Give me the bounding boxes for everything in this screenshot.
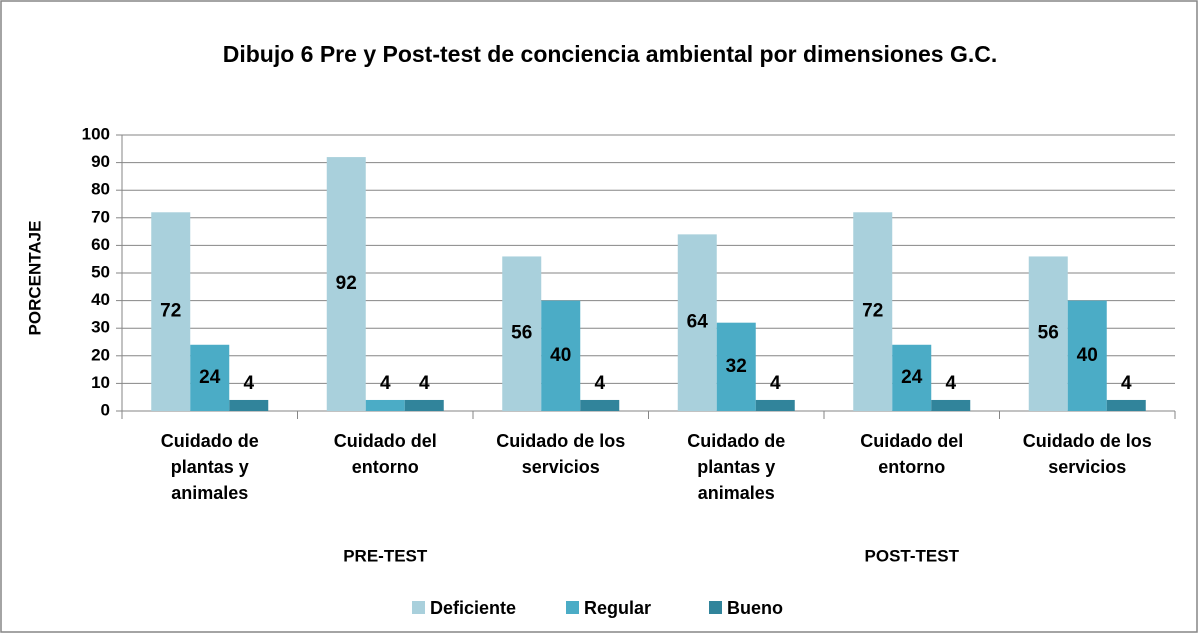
y-tick-label: 100: [82, 124, 110, 143]
x-tick-label: Cuidado de plantas y animales: [687, 431, 786, 503]
data-label: 4: [380, 373, 391, 394]
bar: [1028, 256, 1068, 411]
bar: [151, 212, 191, 411]
x-tick-label: Cuidado de los servicios: [1022, 431, 1152, 477]
y-tick-label: 10: [91, 373, 110, 392]
y-tick-label: 60: [91, 235, 110, 254]
y-tick-label: 20: [91, 345, 110, 364]
data-label: 56: [511, 323, 532, 344]
bar: [190, 344, 230, 411]
data-label: 4: [594, 373, 605, 394]
y-tick-label: 0: [101, 400, 110, 419]
legend-swatch: [709, 601, 722, 614]
bar: [892, 344, 932, 411]
data-label: 72: [862, 301, 883, 322]
legend-label: Deficiente: [430, 598, 516, 618]
bar: [716, 322, 756, 411]
data-label: 24: [199, 367, 221, 388]
bar: [853, 212, 893, 411]
legend-swatch: [566, 601, 579, 614]
bar: [677, 234, 717, 411]
x-tick-label: Cuidado del entorno: [860, 431, 964, 477]
data-label: 4: [243, 373, 254, 394]
data-label: 4: [770, 373, 781, 394]
x-tick-label: Cuidado de los servicios: [496, 431, 626, 477]
bar: [1067, 300, 1107, 411]
legend-label: Regular: [584, 598, 651, 618]
y-tick-label: 40: [91, 290, 110, 309]
group-label: PRE-TEST: [343, 546, 428, 565]
data-label: 4: [419, 373, 430, 394]
data-label: 32: [726, 356, 747, 377]
bar: [365, 399, 405, 411]
bar: [1106, 399, 1146, 411]
data-label: 92: [336, 273, 357, 294]
bar: [326, 157, 366, 411]
data-label: 4: [1121, 373, 1132, 394]
x-tick-label: Cuidado de plantas y animales: [160, 431, 259, 503]
y-axis-label: PORCENTAJE: [25, 221, 44, 336]
bar: [229, 399, 269, 411]
bar: [931, 399, 971, 411]
bar: [404, 399, 444, 411]
y-tick-label: 80: [91, 180, 110, 199]
data-label: 4: [945, 373, 956, 394]
legend-label: Bueno: [727, 598, 783, 618]
bar: [502, 256, 542, 411]
data-label: 40: [1077, 345, 1098, 366]
x-tick-label: Cuidado del entorno: [333, 431, 437, 477]
bar: [541, 300, 581, 411]
group-label: POST-TEST: [865, 546, 960, 565]
data-label: 72: [160, 301, 181, 322]
data-label: 40: [550, 345, 571, 366]
chart-title: Dibujo 6 Pre y Post-test de conciencia a…: [223, 41, 998, 67]
y-tick-label: 50: [91, 262, 110, 281]
data-label: 64: [687, 312, 709, 333]
legend-swatch: [412, 601, 425, 614]
data-label: 24: [901, 367, 923, 388]
bar: [580, 399, 620, 411]
y-tick-label: 90: [91, 152, 110, 171]
y-tick-label: 70: [91, 207, 110, 226]
bar: [755, 399, 795, 411]
y-tick-label: 30: [91, 318, 110, 337]
data-label: 56: [1038, 323, 1059, 344]
